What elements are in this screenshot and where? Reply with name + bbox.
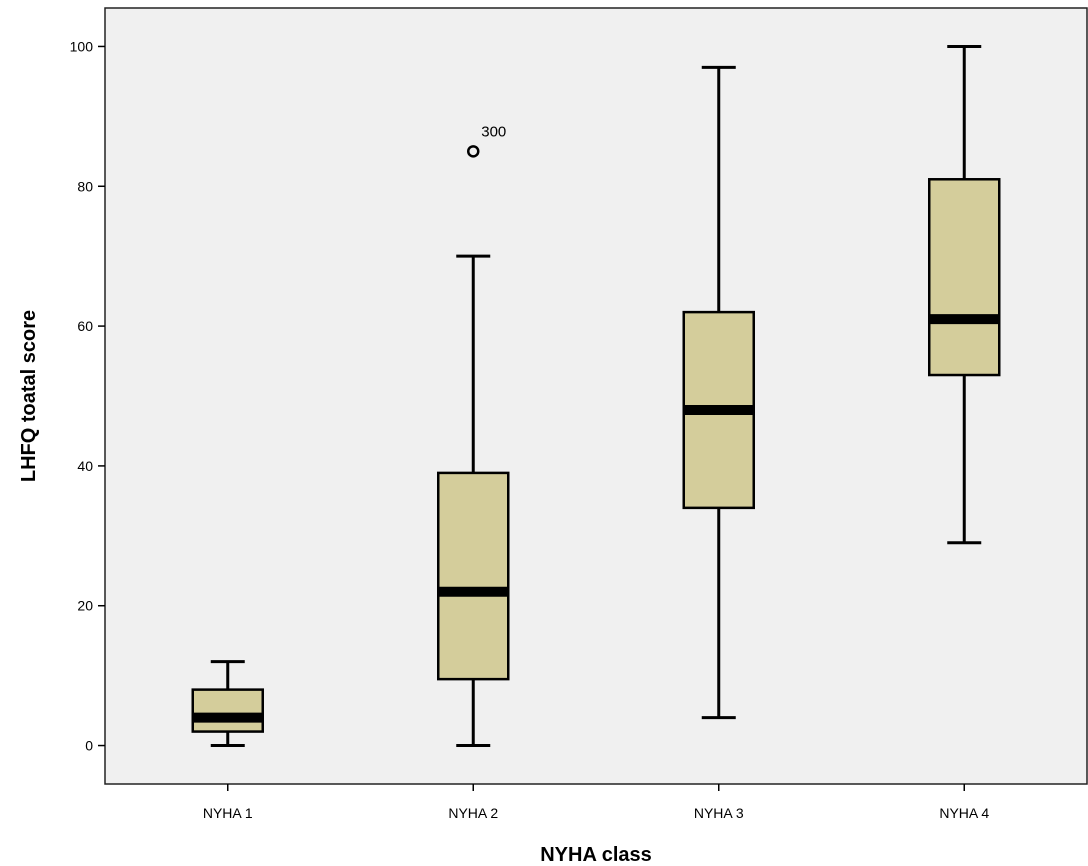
y-tick-label: 100 <box>70 38 94 54</box>
y-tick-label: 20 <box>77 598 93 614</box>
x-axis: NYHA 1 NYHA 2 NYHA 3 NYHA 4 <box>203 784 989 821</box>
plot-area <box>104 7 1088 785</box>
box-iqr <box>437 471 510 681</box>
y-tick-label: 40 <box>77 458 93 474</box>
box-group <box>928 44 1001 545</box>
box-marks: 300 <box>191 44 1001 748</box>
y-tick-label: 0 <box>85 738 93 754</box>
box-group <box>191 660 264 748</box>
box-iqr <box>928 178 1001 377</box>
outlier-point <box>467 145 480 158</box>
x-axis-title: NYHA class <box>540 844 652 866</box>
y-axis-title: LHFQ toatal score <box>18 310 40 482</box>
x-tick-label: NYHA 2 <box>448 805 498 821</box>
x-tick-label: NYHA 1 <box>203 805 253 821</box>
outlier-label: 300 <box>481 123 506 140</box>
y-tick-label: 80 <box>77 178 93 194</box>
x-tick-label: NYHA 3 <box>694 805 744 821</box>
y-tick-label: 60 <box>77 318 93 334</box>
y-axis: 0 20 40 60 80 100 <box>70 38 105 754</box>
box-group <box>437 254 510 748</box>
box-group <box>682 65 755 720</box>
x-tick-label: NYHA 4 <box>939 805 989 821</box>
box-iqr <box>191 688 264 733</box>
